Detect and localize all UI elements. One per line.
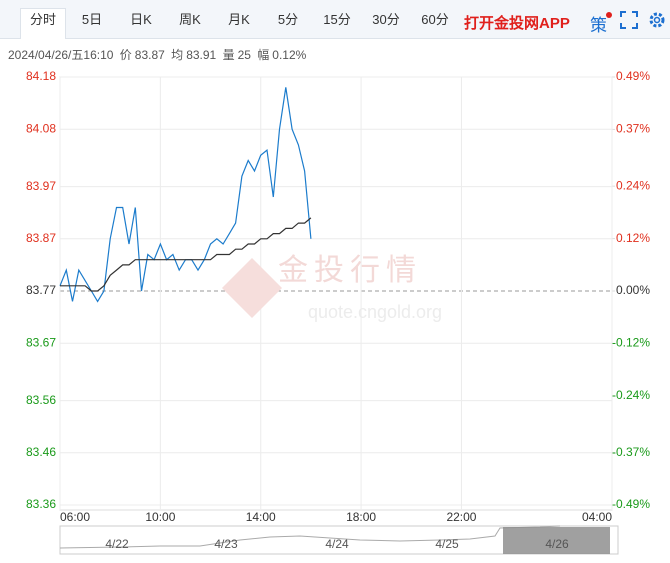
navigator-selection[interactable] — [503, 527, 610, 554]
x-tick-label: 04:00 — [582, 510, 612, 524]
watermark-url: quote.cngold.org — [308, 302, 442, 322]
y2-tick-label: -0.49% — [612, 497, 650, 511]
price-line — [59, 87, 312, 303]
tab[interactable]: 分时 — [20, 8, 66, 39]
x-tick-label: 06:00 — [60, 510, 90, 524]
y2-tick-label: 0.49% — [616, 69, 650, 83]
datetime: 2024/04/26/五16:10 — [8, 48, 114, 62]
settings-icon[interactable] — [648, 11, 666, 29]
fullscreen-icon[interactable] — [620, 11, 638, 29]
navigator-label: 4/24 — [325, 537, 349, 551]
y2-tick-label: 0.00% — [616, 283, 650, 297]
navigator-sparkline — [59, 525, 561, 549]
y-tick-label: 83.36 — [26, 497, 56, 511]
tab[interactable]: 月K — [228, 12, 250, 27]
x-tick-label: 10:00 — [145, 510, 175, 524]
range: 0.12% — [272, 48, 307, 62]
y2-tick-label: -0.37% — [612, 445, 650, 459]
avg: 83.91 — [186, 48, 217, 62]
y-tick-label: 83.87 — [26, 231, 56, 245]
volume: 25 — [237, 48, 251, 62]
price: 83.87 — [134, 48, 165, 62]
label: 量 — [222, 48, 235, 62]
app-link[interactable]: 打开金投网APP — [464, 15, 570, 32]
tab[interactable]: 周K — [179, 12, 201, 27]
navigator-label: 4/26 — [545, 537, 569, 551]
strategy-button[interactable]: 策 — [590, 16, 607, 35]
navigator-label: 4/23 — [214, 537, 238, 551]
label: 价 — [119, 48, 132, 62]
tab[interactable]: 15分 — [323, 12, 351, 27]
watermark-logo — [222, 258, 282, 318]
y2-tick-label: 0.24% — [616, 178, 650, 192]
x-tick-label: 18:00 — [346, 510, 376, 524]
tab[interactable]: 30分 — [372, 12, 400, 27]
average-line — [60, 217, 312, 292]
notice-dot — [606, 12, 612, 18]
toolbar: 分时 5日 日K 周K 月K 5分 15分 30分 60分 打开金投网APP 策 — [0, 0, 670, 39]
label: 均 — [171, 48, 184, 62]
info-bar: 2024/04/26/五16:10 价 83.87 均 83.91 量 25 幅 0.1… — [8, 46, 309, 63]
tab[interactable]: 5日 — [81, 12, 103, 27]
tab[interactable]: 60分 — [421, 12, 449, 27]
y-tick-label: 83.97 — [26, 179, 56, 193]
y-tick-label: 84.08 — [26, 121, 56, 135]
tab[interactable]: 日K — [130, 12, 152, 27]
navigator-label: 4/22 — [105, 537, 129, 551]
y2-tick-label: 0.12% — [616, 231, 650, 245]
x-tick-label: 14:00 — [246, 510, 276, 524]
y-tick-label: 83.56 — [26, 393, 56, 407]
x-tick-label: 22:00 — [446, 510, 476, 524]
y-tick-label: 83.77 — [26, 283, 56, 297]
y2-tick-label: 0.37% — [616, 122, 650, 136]
y-tick-label: 83.46 — [26, 445, 56, 459]
navigator-label: 4/25 — [435, 537, 459, 551]
y-tick-label: 84.18 — [26, 69, 56, 83]
watermark-title: 金投行情 — [278, 254, 422, 287]
y-tick-label: 83.67 — [26, 335, 56, 349]
tab[interactable]: 5分 — [277, 12, 299, 27]
plot-frame — [59, 76, 613, 511]
y2-tick-label: -0.12% — [612, 336, 650, 350]
y2-tick-label: -0.24% — [612, 388, 650, 402]
label: 幅 — [257, 48, 270, 62]
